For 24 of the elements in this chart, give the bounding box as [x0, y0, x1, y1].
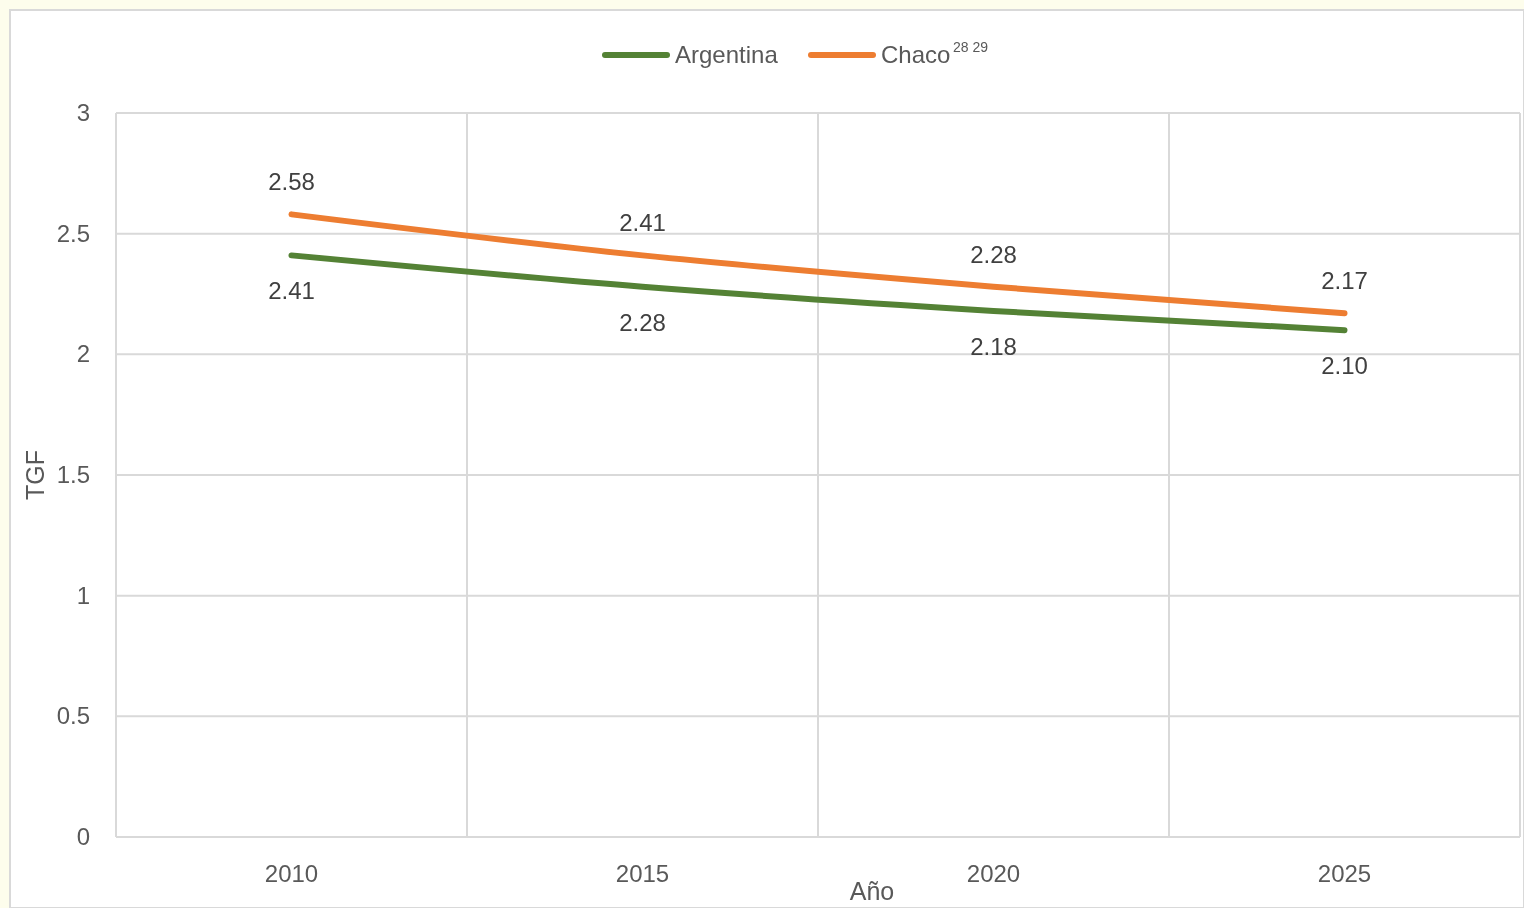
data-label: 2.41 — [619, 209, 666, 237]
y-tick-label: 1.5 — [56, 461, 90, 488]
text: 28 29 — [953, 39, 989, 55]
y-axis-title: TGF — [21, 450, 49, 500]
y-tick-label: 2.5 — [56, 219, 90, 247]
data-label: 2.28 — [619, 308, 666, 336]
y-tick-label: 1 — [76, 581, 90, 609]
x-tick-label: 2025 — [1317, 860, 1372, 887]
legend-label: Argentina — [675, 41, 779, 68]
legend-label: Chaco — [881, 41, 951, 68]
y-tick-label: 2 — [76, 340, 90, 368]
data-label: 2.41 — [268, 277, 315, 305]
x-axis-title: Año — [849, 877, 895, 905]
x-tick-label: 2010 — [264, 860, 319, 887]
data-label: 2.18 — [970, 332, 1017, 360]
data-label: 2.10 — [1321, 352, 1368, 380]
data-label: 2.58 — [268, 168, 315, 196]
x-tick-label: 2015 — [615, 860, 670, 887]
y-tick-label: 3 — [76, 99, 90, 126]
x-tick-label: 2020 — [966, 860, 1021, 887]
y-tick-label: 0 — [76, 823, 90, 850]
y-tick-label: 0.5 — [56, 702, 90, 730]
data-label: 2.28 — [970, 240, 1017, 268]
data-label: 2.17 — [1321, 267, 1368, 295]
